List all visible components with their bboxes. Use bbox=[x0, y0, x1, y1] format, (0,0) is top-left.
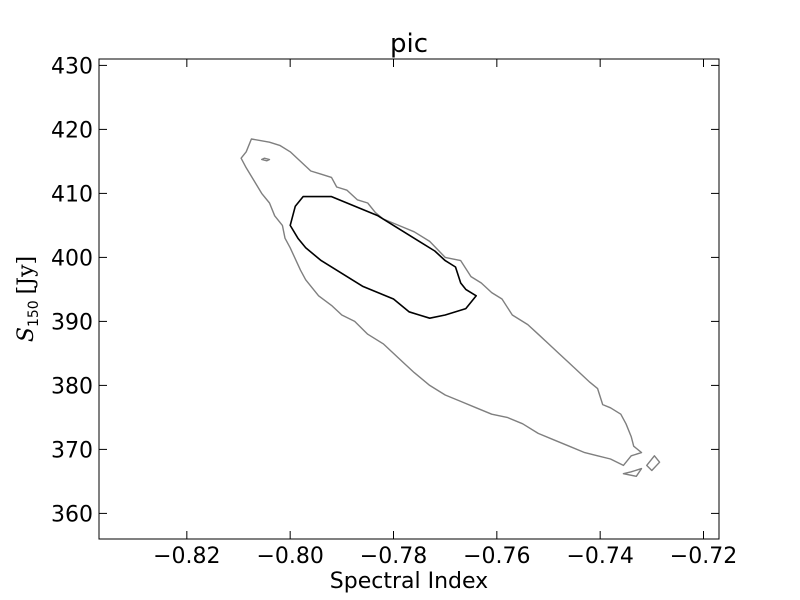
outer-contour-2 bbox=[646, 455, 661, 472]
x-tick-label: −0.78 bbox=[360, 544, 427, 569]
y-tick-label: 410 bbox=[51, 182, 93, 207]
x-tick-label: −0.80 bbox=[256, 544, 323, 569]
x-tick-label: −0.76 bbox=[463, 544, 530, 569]
x-axis-label: Spectral Index bbox=[330, 569, 488, 594]
x-axis-ticks: −0.82 −0.80 −0.78 −0.76 −0.74 −0.72 bbox=[153, 59, 737, 569]
y-tick-label: 370 bbox=[51, 438, 93, 463]
y-tick-label: 380 bbox=[51, 374, 93, 399]
x-tick-label: −0.72 bbox=[670, 544, 737, 569]
outer-contour-0 bbox=[240, 138, 643, 467]
outer-contour-1 bbox=[261, 157, 271, 162]
outer-contour-3 bbox=[622, 467, 643, 477]
y-tick-label: 390 bbox=[51, 310, 93, 335]
contour-lines bbox=[240, 138, 661, 477]
y-axis-label-subscript: 150 bbox=[26, 300, 42, 327]
inner-contour-0 bbox=[289, 195, 477, 319]
x-tick-label: −0.74 bbox=[566, 544, 633, 569]
chart-title: pic bbox=[390, 29, 428, 59]
y-axis-ticks: 360 370 380 390 400 410 420 430 bbox=[51, 54, 719, 527]
y-tick-label: 430 bbox=[51, 54, 93, 79]
y-tick-label: 420 bbox=[51, 118, 93, 143]
y-axis-label-unit: [Jy] bbox=[14, 256, 39, 294]
plot-area bbox=[98, 58, 720, 540]
x-tick-label: −0.82 bbox=[153, 544, 220, 569]
y-axis-label: S150 [Jy] bbox=[14, 256, 42, 342]
y-tick-label: 360 bbox=[51, 502, 93, 527]
svg-text:S150[Jy]: S150 [Jy] bbox=[14, 256, 42, 342]
y-axis-label-symbol: S bbox=[14, 327, 39, 342]
y-tick-label: 400 bbox=[51, 246, 93, 271]
